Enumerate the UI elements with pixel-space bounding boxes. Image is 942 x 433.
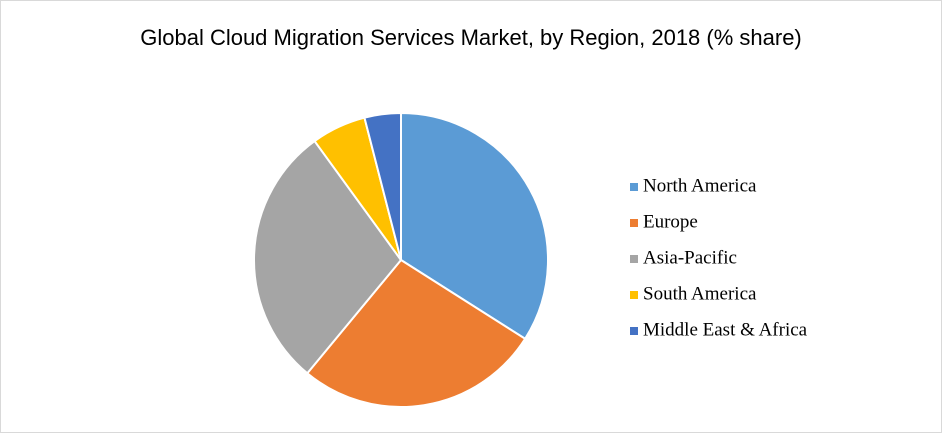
legend-swatch: [630, 291, 638, 299]
pie-slice: [253, 139, 403, 375]
legend-label: Asia-Pacific: [643, 247, 737, 268]
legend-label: South America: [643, 283, 757, 304]
pie-slice: [363, 111, 402, 261]
legend-swatch: [630, 327, 638, 335]
legend-label: North America: [643, 175, 757, 196]
legend-label: Europe: [643, 211, 698, 232]
legend-swatch: [630, 255, 638, 263]
legend-swatch: [630, 219, 638, 227]
legend-swatch: [630, 183, 638, 191]
chart-title: Global Cloud Migration Services Market, …: [140, 25, 802, 50]
pie-slice: [305, 258, 527, 408]
legend-label: Middle East & Africa: [643, 319, 808, 340]
